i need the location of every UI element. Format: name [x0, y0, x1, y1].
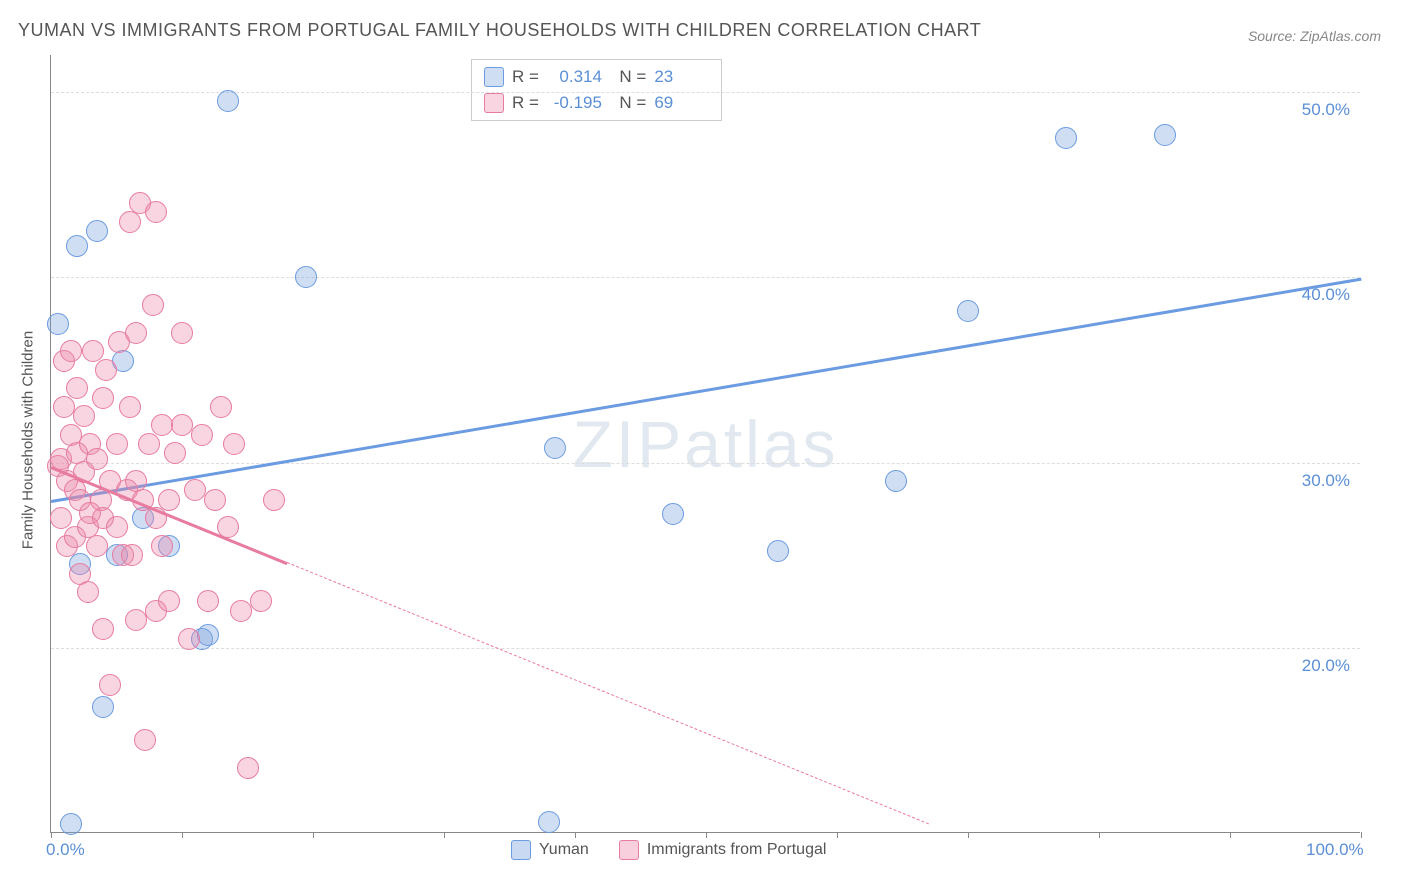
- data-point: [145, 201, 167, 223]
- data-point: [92, 696, 114, 718]
- data-point: [544, 437, 566, 459]
- data-point: [178, 628, 200, 650]
- trend-line-dashed: [287, 562, 929, 824]
- data-point: [77, 581, 99, 603]
- legend-item: Immigrants from Portugal: [619, 840, 827, 860]
- data-point: [1055, 127, 1077, 149]
- x-tick: [837, 832, 838, 838]
- plot-area: ZIPatlas R =0.314 N =23R =-0.195 N =69 Y…: [50, 55, 1360, 833]
- data-point: [197, 624, 219, 646]
- stats-row: R = -0.195 N = 69: [484, 90, 709, 116]
- data-point: [164, 442, 186, 464]
- legend-bottom: Yuman Immigrants from Portugal: [511, 840, 826, 860]
- data-point: [134, 729, 156, 751]
- r-value: -0.195: [547, 90, 602, 116]
- y-tick-label: 50.0%: [1302, 100, 1350, 120]
- data-point: [92, 387, 114, 409]
- y-tick-label: 20.0%: [1302, 656, 1350, 676]
- data-point: [60, 813, 82, 835]
- data-point: [885, 470, 907, 492]
- legend-label: Immigrants from Portugal: [647, 841, 827, 859]
- x-tick-label: 0.0%: [46, 840, 85, 860]
- data-point: [47, 313, 69, 335]
- x-tick: [1230, 832, 1231, 838]
- data-point: [106, 433, 128, 455]
- n-value: 23: [654, 64, 709, 90]
- data-point: [263, 489, 285, 511]
- x-tick: [706, 832, 707, 838]
- data-point: [86, 220, 108, 242]
- stats-box: R = 0.314 N = 23 R = -0.195 N = 69: [471, 59, 722, 121]
- data-point: [237, 757, 259, 779]
- data-point: [158, 489, 180, 511]
- data-point: [662, 503, 684, 525]
- r-label: R =: [512, 90, 539, 116]
- data-point: [66, 377, 88, 399]
- data-point: [295, 266, 317, 288]
- data-point: [119, 396, 141, 418]
- data-point: [125, 322, 147, 344]
- series-swatch: [484, 93, 504, 113]
- y-tick-label: 30.0%: [1302, 471, 1350, 491]
- legend-swatch: [619, 840, 639, 860]
- legend-swatch: [511, 840, 531, 860]
- r-label: R =: [512, 64, 539, 90]
- chart-title: YUMAN VS IMMIGRANTS FROM PORTUGAL FAMILY…: [18, 20, 981, 41]
- data-point: [151, 535, 173, 557]
- source-label: Source: ZipAtlas.com: [1248, 28, 1381, 44]
- data-point: [538, 811, 560, 833]
- x-tick: [444, 832, 445, 838]
- data-point: [92, 618, 114, 640]
- grid-line: [51, 277, 1360, 278]
- data-point: [66, 235, 88, 257]
- watermark: ZIPatlas: [572, 406, 838, 482]
- n-label: N =: [610, 64, 646, 90]
- data-point: [138, 433, 160, 455]
- data-point: [250, 590, 272, 612]
- x-tick: [51, 832, 52, 838]
- x-tick-label: 100.0%: [1306, 840, 1364, 860]
- data-point: [60, 340, 82, 362]
- r-value: 0.314: [547, 64, 602, 90]
- data-point: [95, 359, 117, 381]
- data-point: [210, 396, 232, 418]
- data-point: [142, 294, 164, 316]
- data-point: [217, 90, 239, 112]
- data-point: [99, 674, 121, 696]
- data-point: [223, 433, 245, 455]
- grid-line: [51, 463, 1360, 464]
- data-point: [125, 609, 147, 631]
- y-axis-label: Family Households with Children: [20, 331, 37, 549]
- trend-line: [51, 277, 1361, 502]
- data-point: [171, 322, 193, 344]
- n-value: 69: [654, 90, 709, 116]
- data-point: [1154, 124, 1176, 146]
- data-point: [957, 300, 979, 322]
- data-point: [191, 424, 213, 446]
- series-swatch: [484, 67, 504, 87]
- n-label: N =: [610, 90, 646, 116]
- x-tick: [1099, 832, 1100, 838]
- x-tick: [968, 832, 969, 838]
- data-point: [86, 535, 108, 557]
- x-tick: [182, 832, 183, 838]
- data-point: [121, 544, 143, 566]
- data-point: [73, 405, 95, 427]
- data-point: [197, 590, 219, 612]
- grid-line: [51, 92, 1360, 93]
- x-tick: [575, 832, 576, 838]
- data-point: [230, 600, 252, 622]
- x-tick: [1361, 832, 1362, 838]
- data-point: [767, 540, 789, 562]
- stats-row: R = 0.314 N = 23: [484, 64, 709, 90]
- data-point: [106, 516, 128, 538]
- x-tick: [313, 832, 314, 838]
- legend-item: Yuman: [511, 840, 589, 860]
- grid-line: [51, 648, 1360, 649]
- legend-label: Yuman: [539, 841, 589, 859]
- data-point: [86, 448, 108, 470]
- data-point: [204, 489, 226, 511]
- data-point: [158, 590, 180, 612]
